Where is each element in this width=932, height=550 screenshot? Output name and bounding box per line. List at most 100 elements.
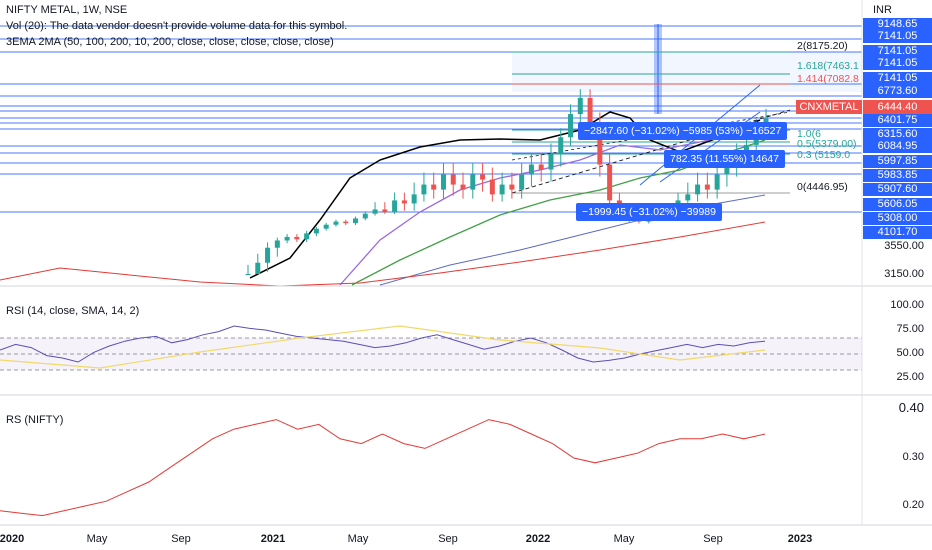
price-level-tag: 6401.75 [863, 114, 932, 127]
moving-averages [0, 111, 766, 287]
candle-body [255, 262, 261, 274]
candle-body [343, 221, 349, 224]
price-level-tag: 5907.60 [863, 183, 932, 196]
rs-line [0, 419, 766, 517]
candle-body [245, 274, 251, 275]
time-axis-label: Sep [438, 533, 458, 545]
chart-title: NIFTY METAL, 1W, NSE [6, 4, 128, 16]
fib-level-label: 1.618(7463.1 [797, 60, 859, 72]
measurement-box[interactable]: −2847.60 (−31.02%) −5985 (53%) −16527 [578, 122, 788, 140]
fib-level-label: 1.414(7082.8 [797, 73, 859, 85]
candle-body [538, 164, 544, 170]
fib-zone [512, 52, 862, 92]
price-level-tag: 5983.85 [863, 169, 932, 182]
candle-body [519, 174, 525, 190]
rs-axis-label: 0.20 [902, 499, 924, 511]
candle-body [470, 174, 476, 190]
candle-body [411, 194, 417, 204]
rs-axis-label: 0.40 [898, 400, 924, 415]
time-axis-label: 2021 [260, 533, 286, 545]
rsi-pane-title: RSI (14, close, SMA, 14, 2) [6, 305, 140, 317]
price-axis-label: 3150.00 [884, 268, 924, 280]
ema-mid-line [339, 127, 761, 286]
candle-body [704, 184, 710, 190]
last-price-tag: 6444.40 [863, 100, 932, 114]
fib-level-label: 0.5(5379.00) [797, 138, 857, 150]
candle-body [558, 137, 564, 155]
rs-pane-title: RS (NIFTY) [6, 414, 64, 426]
candle-body [304, 233, 310, 240]
price-level-tag: 9148.65 [863, 18, 932, 31]
candle-body [724, 164, 730, 175]
candle-body [714, 174, 720, 190]
fib-level-label: 1.0(6 [797, 128, 821, 140]
time-axis-label: May [613, 533, 635, 545]
ema-indicator-label: 3EMA 2MA (50, 100, 200, 10, 200, close, … [6, 36, 334, 48]
candle-body [528, 164, 534, 175]
price-level-tag: 7141.05 [863, 57, 932, 70]
price-level-tag: 7141.05 [863, 45, 932, 58]
candle-body [294, 236, 300, 240]
candle-body [577, 97, 583, 115]
price-axis-label: 3550.00 [884, 240, 924, 252]
time-axis-label: 2020 [0, 533, 25, 545]
symbol-tag: CNXMETAL [796, 100, 862, 114]
candle-body [548, 154, 554, 170]
candle-body [421, 184, 427, 195]
rs-line [0, 419, 766, 517]
candle-body [372, 209, 378, 214]
candle-body [480, 174, 486, 180]
price-level-tag: 5606.05 [863, 198, 932, 211]
candle-body [382, 209, 388, 213]
rs-axis-label: 0.30 [902, 451, 924, 463]
volume-indicator-label: Vol (20): The data vendor doesn't provid… [6, 20, 348, 32]
rsi-axis-label: 75.00 [896, 323, 924, 335]
measurement-box[interactable]: −1999.45 (−31.02%) −39989 [576, 203, 722, 221]
rsi-ma-line [0, 325, 766, 369]
candle-body [499, 184, 505, 195]
candle-body [392, 200, 398, 213]
candle-body [284, 236, 290, 241]
candles [245, 89, 769, 275]
candle-body [568, 114, 574, 138]
rsi-lines [0, 325, 862, 371]
pane-separators [0, 0, 932, 526]
candle-body [313, 228, 319, 234]
fib-level-label: 0(4446.95) [797, 181, 848, 193]
candle-body [695, 184, 701, 195]
candle-body [509, 184, 515, 190]
candle-body [460, 184, 466, 190]
rsi-axis-label: 25.00 [896, 371, 924, 383]
fib-level-label: 0.3 (5159.0 [797, 149, 851, 161]
currency-label: INR [873, 4, 892, 16]
candle-body [431, 184, 437, 190]
price-level-tag: 4101.70 [863, 226, 932, 239]
measurement-box[interactable]: 782.35 (11.55%) 14647 [664, 150, 785, 168]
ma-red-line [0, 221, 766, 287]
price-level-tag: 6315.60 [863, 128, 932, 141]
time-axis-label: 2022 [525, 533, 551, 545]
price-level-tag: 7141.05 [863, 30, 932, 43]
price-level-tag: 5308.00 [863, 212, 932, 225]
ema-short-line [249, 111, 761, 279]
candle-body [450, 174, 456, 185]
price-level-tag: 6084.95 [863, 140, 932, 153]
price-level-tag: 5997.85 [863, 155, 932, 168]
candle-body [685, 194, 691, 201]
price-level-tag: 7141.05 [863, 72, 932, 85]
candle-body [440, 174, 446, 190]
candle-body [587, 97, 593, 123]
candle-body [401, 200, 407, 204]
candle-body [333, 221, 339, 225]
candle-body [607, 164, 613, 201]
rsi-axis-label: 50.00 [896, 347, 924, 359]
candle-body [353, 218, 359, 224]
candle-body [743, 144, 749, 155]
candle-body [362, 213, 368, 219]
trend-dashed-line [511, 111, 791, 161]
candle-body [274, 240, 280, 248]
rsi-axis-label: 100.00 [890, 299, 924, 311]
candle-body [265, 247, 271, 263]
time-axis-label: 2023 [787, 533, 813, 545]
